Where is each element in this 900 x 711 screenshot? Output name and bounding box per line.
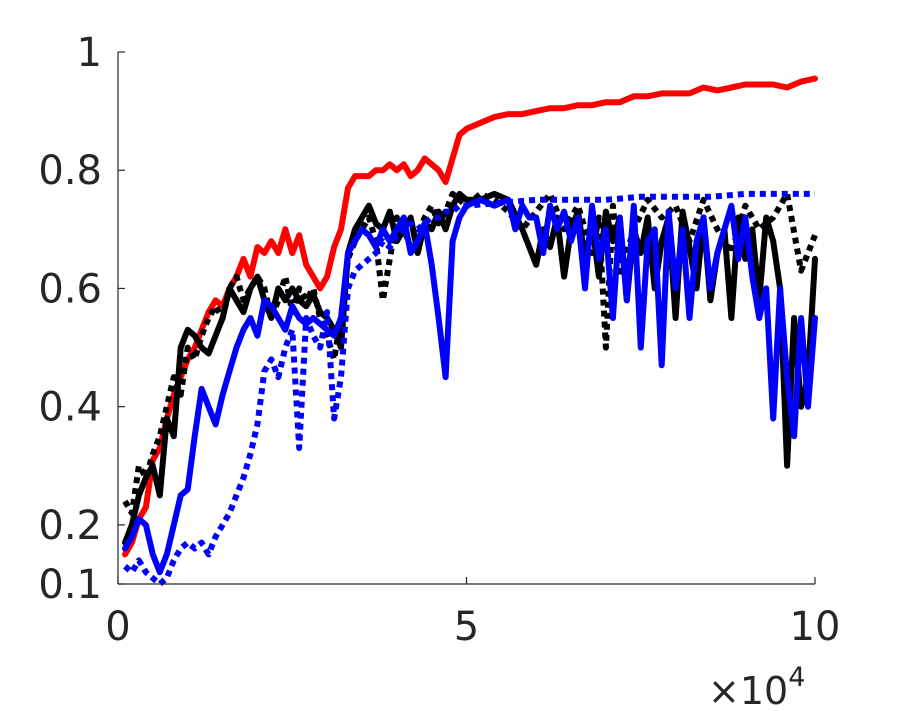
- x-tick-label: 0: [105, 604, 130, 650]
- x-exponent-power: 4: [788, 662, 805, 693]
- y-tick-label: 0.8: [38, 148, 102, 194]
- series-layer: [122, 75, 818, 587]
- series-line-5: [123, 190, 815, 587]
- series-line-3: [122, 190, 818, 517]
- y-tick-label: 0.2: [38, 503, 102, 549]
- y-tick-label: 0.4: [38, 385, 102, 431]
- x-tick-label: 5: [454, 604, 479, 650]
- y-tick-label: 0.6: [38, 266, 102, 312]
- series-line-1: [122, 75, 818, 558]
- x-tick-label: 10: [790, 604, 841, 650]
- series-line-4: [122, 196, 818, 576]
- x-exponent-label: ×104: [708, 662, 805, 711]
- y-tick-label: 0.1: [38, 562, 102, 608]
- tick-labels: 0.10.20.40.60.810 5 10: [38, 30, 840, 650]
- y-tick-label: 1: [77, 30, 102, 76]
- x-exponent-base: ×10: [708, 669, 788, 711]
